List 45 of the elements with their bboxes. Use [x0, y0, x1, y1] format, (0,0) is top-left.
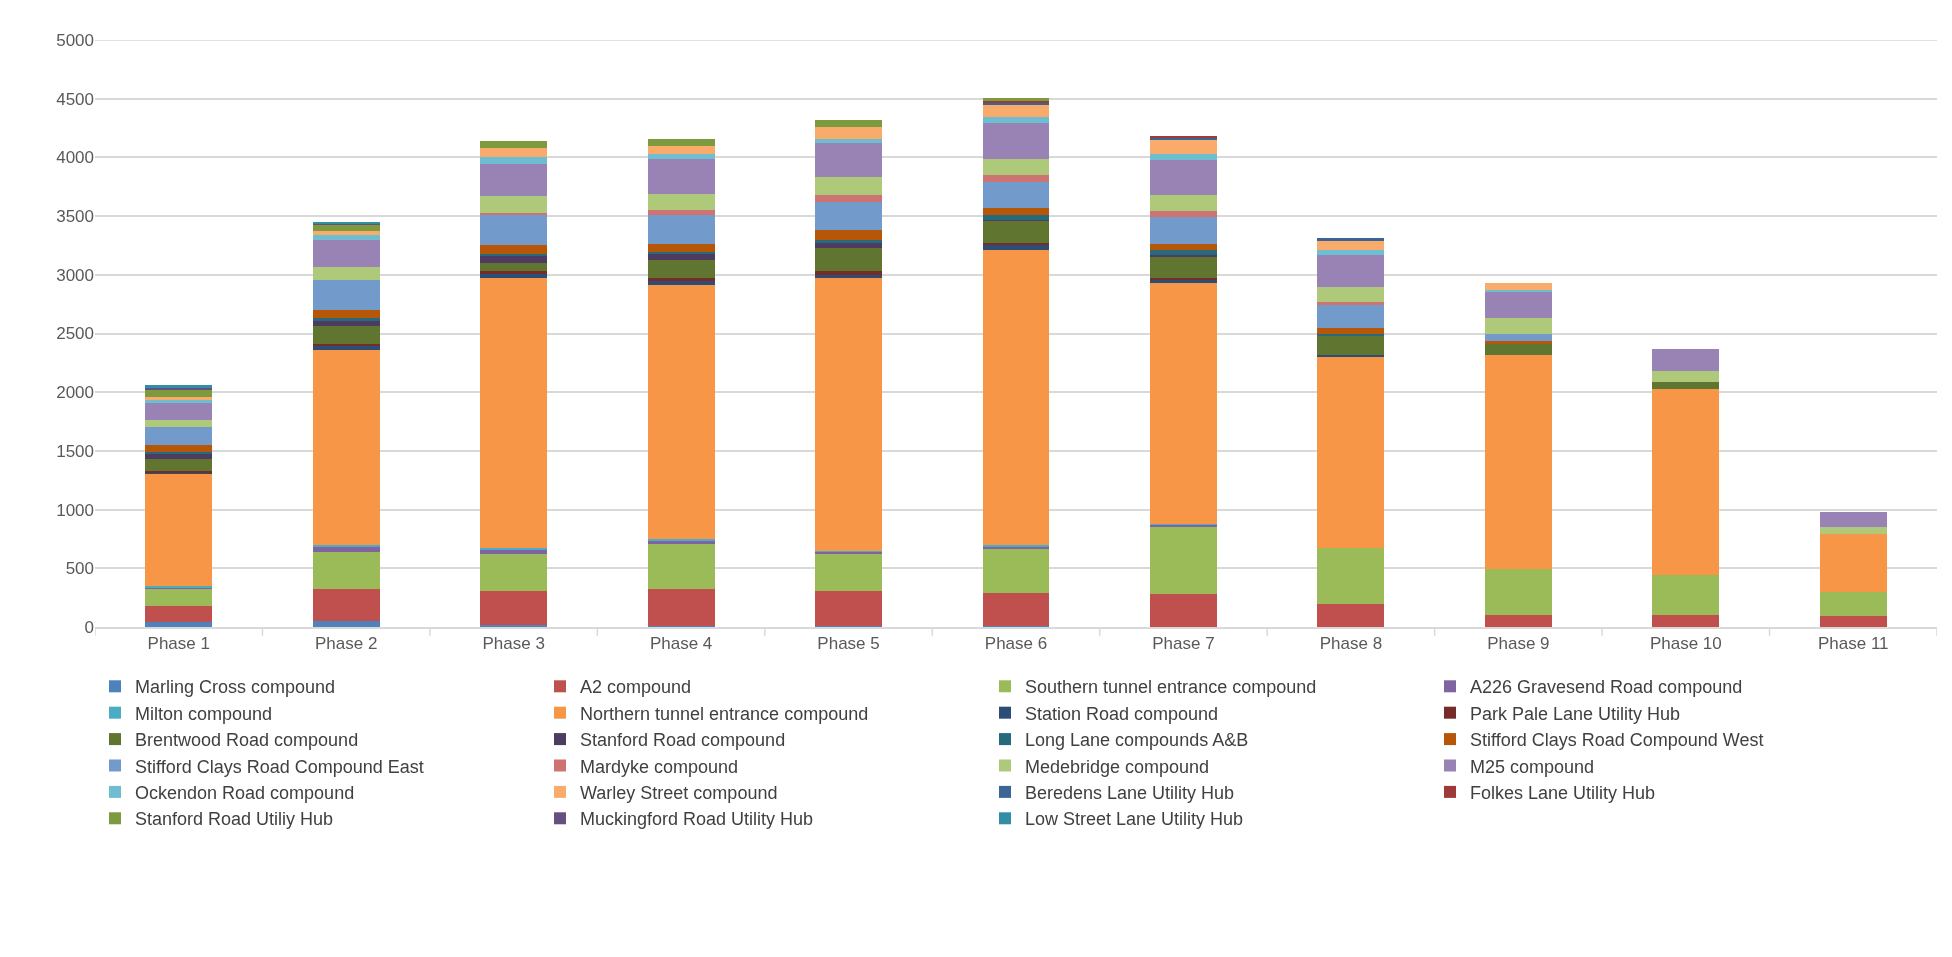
y-tick-label: 4000	[56, 148, 94, 168]
legend-label: M25 compound	[1470, 756, 1595, 777]
legend-label: Brentwood Road compound	[135, 730, 359, 751]
x-tick-label: Phase 3	[482, 634, 545, 654]
legend-label: Station Road compound	[1025, 703, 1219, 724]
legend-label: Long Lane compounds A&B	[1025, 730, 1249, 751]
legend-label: Stifford Clays Road Compound West	[1470, 730, 1764, 751]
x-tick-label: Phase 7	[1152, 634, 1215, 654]
legend-label: Stanford Road Utiliy Hub	[135, 809, 334, 830]
y-tick-label: 4500	[56, 89, 94, 109]
y-tick-label: 3500	[56, 207, 94, 227]
legend-label: Southern tunnel entrance compound	[1025, 677, 1317, 698]
x-tick-label: Phase 6	[984, 634, 1048, 654]
x-tick-label: Phase 2	[314, 634, 378, 654]
legend-label: Low Street Lane Utility Hub	[1025, 809, 1244, 830]
y-tick-label: 1000	[56, 500, 94, 520]
y-tick-label: 5000	[56, 30, 94, 50]
y-tick-label: 500	[65, 559, 94, 579]
legend-label: Medebridge compound	[1025, 756, 1210, 777]
legend-label: Marling Cross compound	[135, 677, 336, 698]
legend-label: Milton compound	[135, 703, 273, 724]
y-tick-label: 2500	[56, 324, 94, 344]
x-tick-label: Phase 4	[649, 634, 713, 654]
y-tick-label: 2000	[56, 383, 94, 403]
legend-label: A226 Gravesend Road compound	[1470, 677, 1743, 698]
x-tick-label: Phase 5	[817, 634, 880, 654]
legend-label: Stanford Road compound	[580, 730, 786, 751]
y-tick-label: 1500	[56, 441, 94, 461]
x-tick-label: Phase 10	[1649, 634, 1722, 654]
legend-label: Northern tunnel entrance compound	[580, 703, 869, 724]
legend-label: Park Pale Lane Utility Hub	[1470, 703, 1681, 724]
x-tick-label: Phase 1	[147, 634, 210, 654]
legend-label: Stifford Clays Road Compound East	[135, 756, 424, 777]
legend-label: Beredens Lane Utility Hub	[1025, 782, 1235, 803]
legend-label: Ockendon Road compound	[135, 782, 355, 803]
y-tick-label: 0	[84, 617, 94, 637]
legend-label: A2 compound	[580, 677, 692, 698]
x-tick-label: Phase 11	[1817, 634, 1889, 654]
legend-label: Warley Street compound	[580, 782, 778, 803]
x-tick-label: Phase 9	[1487, 634, 1550, 654]
legend-label: Folkes Lane Utility Hub	[1470, 782, 1656, 803]
y-tick-label: 3000	[56, 265, 94, 285]
legend-label: Mardyke compound	[580, 756, 739, 777]
legend-label: Muckingford Road Utility Hub	[580, 809, 814, 830]
x-tick-label: Phase 8	[1319, 634, 1383, 654]
